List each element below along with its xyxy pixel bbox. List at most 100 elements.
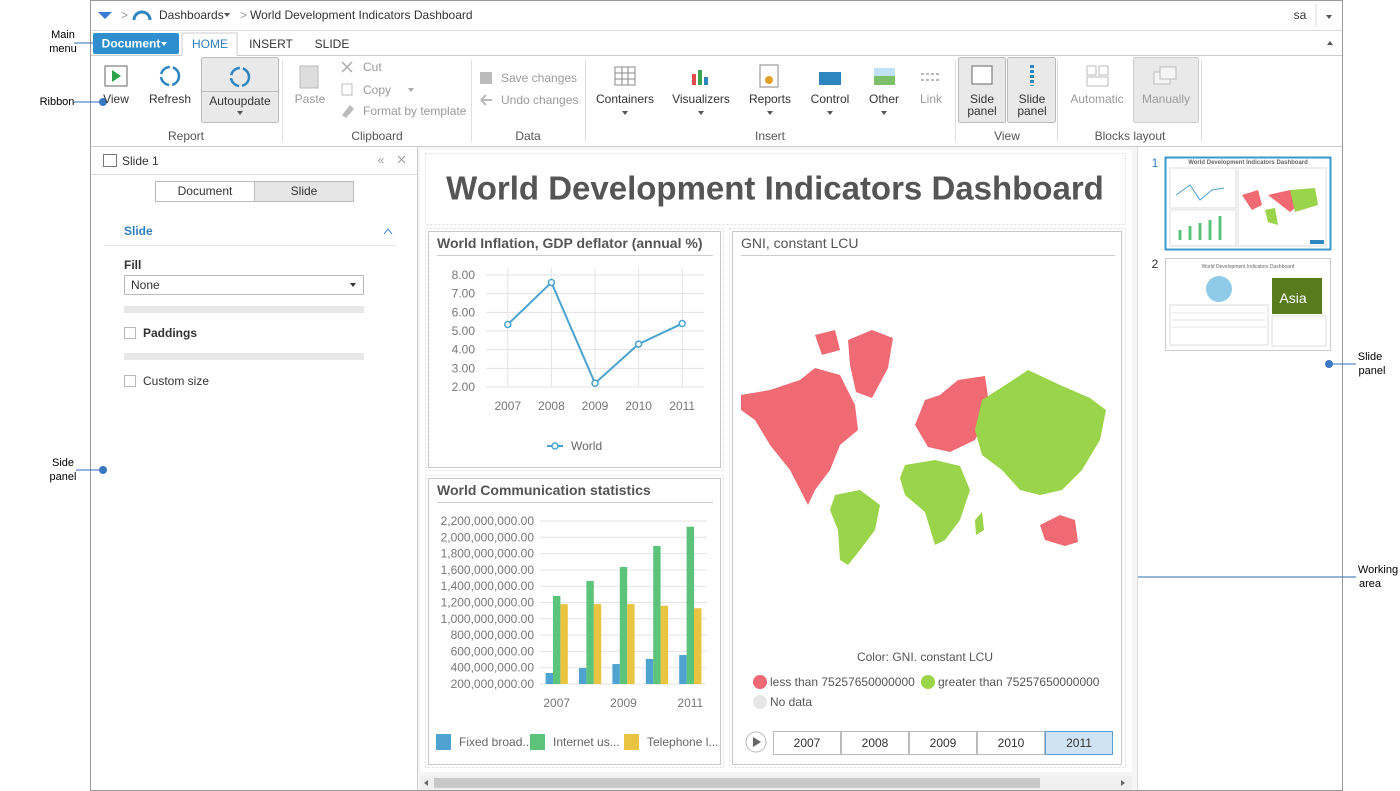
dropdown-caret[interactable] [881, 111, 887, 115]
year-button[interactable] [977, 731, 1045, 755]
year-label[interactable]: 2010 [998, 736, 1025, 750]
menu-tab[interactable]: HOME [192, 37, 228, 51]
document-button-label[interactable]: Document [102, 37, 161, 51]
ribbon-button[interactable]: Reports [749, 92, 791, 106]
continent[interactable] [915, 376, 990, 452]
ribbon-button[interactable]: panel [1017, 104, 1046, 118]
visualizers-icon[interactable] [698, 70, 702, 85]
thumbnail-tile [1272, 278, 1322, 314]
year-button[interactable] [773, 731, 841, 755]
user-name[interactable]: sa [1294, 8, 1307, 22]
visualizers-icon[interactable] [704, 77, 708, 85]
legend-swatch [753, 695, 767, 709]
ribbon-button[interactable]: Containers [596, 92, 654, 106]
ribbon-button[interactable]: View [103, 92, 129, 106]
ribbon-button[interactable]: Slide [1019, 92, 1046, 106]
annotation: menu [49, 43, 77, 55]
year-button-selected[interactable] [1045, 731, 1113, 755]
year-label[interactable]: 2009 [930, 736, 957, 750]
close-button[interactable] [397, 155, 406, 164]
view-icon[interactable] [112, 70, 121, 82]
year-label[interactable]: 2008 [862, 736, 889, 750]
dropdown-caret[interactable] [622, 111, 628, 115]
ribbon-button[interactable]: Autoupdate [209, 94, 271, 108]
thumbnail-title: World Development Indicators Dashboard [1188, 160, 1308, 166]
year-label[interactable]: 2007 [794, 736, 821, 750]
collapse-ribbon[interactable] [1327, 41, 1333, 45]
ribbon-button: Format by template [363, 104, 467, 118]
annotation: panel [1359, 365, 1386, 377]
side-panel-button[interactable] [958, 57, 1006, 123]
section-title[interactable]: Slide [124, 224, 153, 238]
world-map [741, 330, 1106, 565]
continent[interactable] [975, 512, 984, 535]
bar [627, 604, 635, 684]
dashboard-title: World Development Indicators Dashboard [446, 170, 1104, 207]
checkbox-label[interactable]: Paddings [143, 326, 197, 340]
dropdown-caret[interactable] [767, 111, 773, 115]
play-icon[interactable] [753, 737, 761, 747]
checkbox[interactable] [124, 375, 136, 387]
user-menu-caret[interactable] [1326, 15, 1332, 19]
ribbon-button[interactable]: Other [869, 92, 899, 106]
containers-icon[interactable] [615, 67, 635, 85]
continent[interactable] [815, 330, 840, 355]
other-icon[interactable] [874, 68, 895, 76]
dashboards-icon[interactable] [132, 10, 152, 21]
tab-label[interactable]: Document [178, 184, 233, 198]
tab-label[interactable]: Slide [291, 184, 318, 198]
slide-panel-button[interactable] [1007, 57, 1056, 123]
visualizers-icon[interactable] [692, 74, 696, 85]
scrollbar-thumb[interactable] [434, 778, 1040, 788]
group-label: Clipboard [351, 129, 402, 143]
control-icon[interactable] [819, 72, 841, 85]
x-tick-label: 2011 [677, 696, 703, 710]
checkbox[interactable] [124, 327, 136, 339]
dropdown-caret[interactable] [161, 42, 167, 46]
annotation-dot [1325, 360, 1333, 368]
side-panel-icon[interactable] [971, 65, 993, 85]
ribbon-button[interactable]: panel [967, 104, 996, 118]
ribbon-button[interactable]: Control [811, 92, 850, 106]
reports-icon[interactable] [765, 76, 773, 84]
year-label[interactable]: 2011 [1066, 736, 1092, 750]
breadcrumb[interactable]: Dashboards [159, 8, 224, 22]
y-tick-label: 6.00 [452, 305, 476, 319]
scroll-right[interactable] [1121, 780, 1125, 786]
dropdown-caret[interactable] [827, 111, 833, 115]
dropdown-caret[interactable] [350, 283, 356, 287]
year-button[interactable] [909, 731, 977, 755]
scroll-left[interactable] [424, 780, 428, 786]
containers-icon[interactable] [614, 66, 636, 86]
fill-select[interactable] [124, 275, 364, 295]
menu-tab[interactable]: INSERT [249, 37, 293, 51]
continent[interactable] [741, 368, 858, 505]
fill-select-value[interactable]: None [131, 278, 160, 292]
thumbnail-block [1169, 209, 1237, 247]
continent[interactable] [900, 460, 970, 545]
continent[interactable] [848, 330, 893, 398]
continent[interactable] [975, 370, 1106, 495]
dropdown-caret[interactable] [224, 13, 230, 17]
dropdown-caret[interactable] [237, 111, 243, 115]
automatic-icon [1098, 65, 1109, 76]
document-button[interactable] [93, 33, 179, 54]
ribbon-button[interactable]: Visualizers [672, 92, 730, 106]
continent[interactable] [1040, 515, 1078, 546]
dropdown-caret[interactable] [698, 111, 704, 115]
tab-active[interactable] [254, 181, 354, 202]
menu-tab[interactable]: SLIDE [315, 37, 350, 51]
active-tab[interactable] [181, 32, 238, 55]
checkbox-label[interactable]: Custom size [143, 374, 209, 388]
section-toggle[interactable] [383, 228, 393, 235]
year-button[interactable] [841, 731, 909, 755]
annotation-dot [99, 466, 107, 474]
ribbon-button[interactable]: Refresh [149, 92, 191, 106]
continent[interactable] [830, 490, 880, 565]
ribbon-button[interactable]: Side [970, 92, 994, 106]
bar [553, 595, 561, 684]
collapse-button[interactable]: « [378, 153, 385, 167]
autoupdate-button[interactable] [201, 57, 279, 123]
refresh-icon[interactable] [159, 65, 181, 87]
autoupdate-icon[interactable] [229, 66, 251, 88]
